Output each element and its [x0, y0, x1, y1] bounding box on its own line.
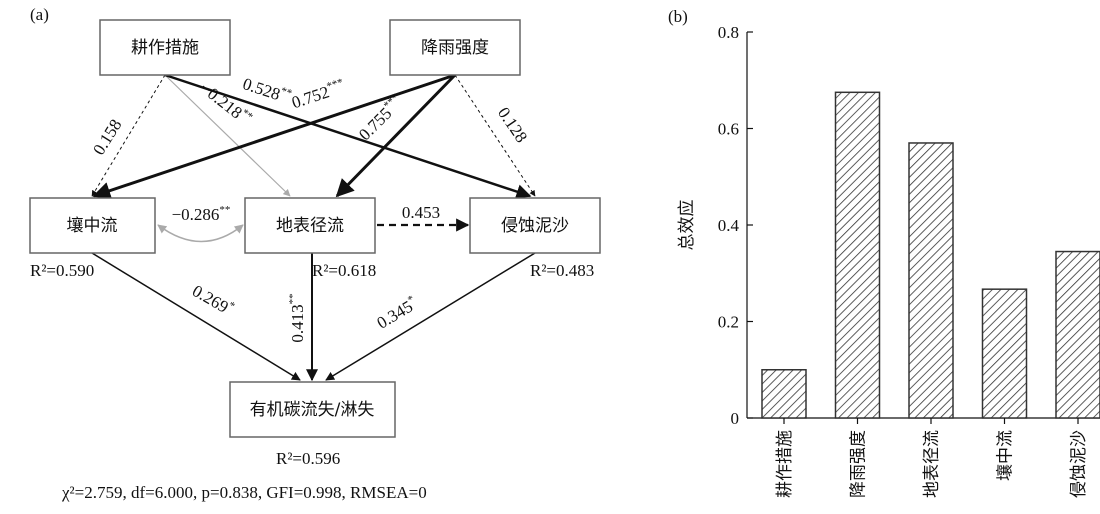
r-squared: R²=0.483 — [530, 261, 594, 280]
edge-label: 0.453 — [402, 203, 440, 222]
panel-label: (a) — [30, 5, 49, 24]
bar — [981, 288, 1028, 419]
edge — [157, 224, 244, 243]
y-tick-label: 0.2 — [718, 313, 739, 332]
bar — [761, 369, 807, 419]
edge — [91, 252, 301, 381]
r-squared: R²=0.596 — [276, 449, 340, 468]
x-tick-label: 地表径流 — [922, 430, 942, 498]
node-label: 耕作措施 — [131, 38, 199, 58]
x-tick-label: 壤中流 — [995, 430, 1016, 481]
node-box — [389, 19, 521, 76]
edge-label: 0.413** — [287, 293, 307, 342]
edge-label: 0.128 — [494, 104, 531, 146]
bar-chart: 0 0.2 0.4 0.6 0.8 耕作措施 降雨强度 地表径流 壤中流 侵蚀泥沙 — [718, 23, 1100, 498]
y-tick-label: 0.4 — [718, 216, 740, 235]
node-box — [469, 197, 601, 254]
node-label: 有机碳流失/淋失 — [250, 400, 375, 420]
bar — [908, 142, 954, 419]
node-box — [29, 197, 156, 254]
r-squared: R²=0.618 — [312, 261, 376, 280]
y-tick-label: 0.6 — [718, 120, 739, 139]
bar — [1055, 250, 1100, 419]
node-label: 侵蚀泥沙 — [501, 216, 569, 236]
edge — [335, 73, 457, 198]
edge-label: 0.752*** — [289, 76, 347, 112]
path-diagram: (a) 耕作措施 降雨强度 壤中流 地表径流 侵蚀泥沙 有机碳流失/淋失 0.1… — [29, 5, 601, 502]
edge — [164, 74, 291, 197]
node-label: 地表径流 — [276, 216, 344, 236]
edge-label: −0.286** — [172, 204, 231, 224]
y-tick-label: 0.8 — [718, 23, 739, 42]
x-tick-label: 耕作措施 — [775, 430, 795, 498]
y-tick-label: 0 — [731, 409, 740, 428]
edge-label: 0.269* — [189, 280, 237, 319]
edge-label: 0.158 — [89, 116, 125, 159]
node-box — [244, 197, 376, 254]
panel-label: (b) — [668, 7, 688, 26]
node-box — [229, 381, 396, 438]
edge — [164, 73, 532, 199]
bar — [834, 91, 881, 419]
edge — [92, 73, 456, 200]
x-tick-label: 侵蚀泥沙 — [1069, 430, 1089, 498]
fit-statistics: χ²=2.759, df=6.000, p=0.838, GFI=0.998, … — [61, 483, 427, 502]
x-tick-label: 降雨强度 — [849, 430, 869, 498]
node-box — [99, 19, 231, 76]
y-axis-label: 总效应 — [677, 200, 697, 251]
edge — [325, 252, 536, 381]
r-squared: R²=0.590 — [30, 261, 94, 280]
node-label: 壤中流 — [67, 215, 118, 236]
node-label: 降雨强度 — [421, 38, 489, 58]
edge — [454, 74, 536, 197]
